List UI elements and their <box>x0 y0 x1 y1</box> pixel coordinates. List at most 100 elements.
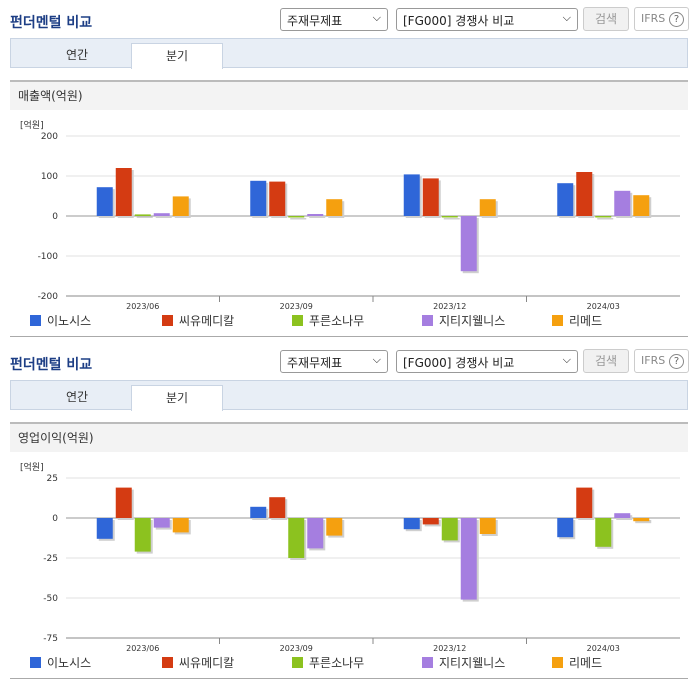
bar-4-2023-12[interactable] <box>479 518 496 534</box>
chevron-down-icon: ⌵ <box>372 11 381 24</box>
chevron-down-icon: ⌵ <box>562 353 571 366</box>
bar-0-2023-12[interactable] <box>403 174 420 216</box>
bar-3-2023-12[interactable] <box>460 216 477 272</box>
tab-quarterly[interactable]: 분기 <box>131 385 223 411</box>
x-tick-label: 2023/12 <box>433 644 466 653</box>
x-tick-label: 2023/06 <box>126 302 159 311</box>
bar-4-2023-12[interactable] <box>479 199 496 216</box>
bar-0-2024-03[interactable] <box>557 518 574 538</box>
unit-label: [억원] <box>20 463 44 473</box>
bar-4-2023-06[interactable] <box>172 196 189 216</box>
divider <box>10 678 688 679</box>
search-button[interactable]: 검색 <box>583 349 629 373</box>
bar-4-2023-06[interactable] <box>172 518 189 533</box>
bar-0-2023-06[interactable] <box>96 518 113 539</box>
bar-2-2023-06[interactable] <box>134 518 151 552</box>
x-tick-label: 2023/09 <box>280 644 313 653</box>
panel-title: 펀더멘털 비교 <box>10 357 93 373</box>
y-tick-label: -50 <box>43 594 58 604</box>
legend-item-1[interactable]: 씨유메디칼 <box>162 312 234 329</box>
bar-1-2023-12[interactable] <box>422 518 439 525</box>
ifrs-help-button[interactable]: IFRS ? <box>634 349 689 373</box>
bar-3-2023-06[interactable] <box>153 213 170 216</box>
bar-2-2023-06[interactable] <box>134 214 151 216</box>
bar-4-2023-09[interactable] <box>326 518 343 536</box>
legend-item-4[interactable]: 리메드 <box>552 654 602 671</box>
legend-label: 이노시스 <box>47 314 92 328</box>
bar-shadow <box>309 216 326 218</box>
legend-swatch <box>422 657 433 668</box>
legend-label: 이노시스 <box>47 656 92 670</box>
tab-annual[interactable]: 연간 <box>65 48 89 62</box>
legend-label: 푸른소나무 <box>309 656 365 670</box>
legend-label: 씨유메디칼 <box>179 314 235 328</box>
tab-quarterly[interactable]: 분기 <box>131 43 223 69</box>
legend-swatch <box>30 657 41 668</box>
bar-0-2023-06[interactable] <box>96 187 113 216</box>
bar-0-2023-09[interactable] <box>250 506 267 518</box>
bar-4-2024-03[interactable] <box>633 518 650 522</box>
ifrs-label: IFRS <box>641 12 666 25</box>
bar-3-2024-03[interactable] <box>614 190 631 216</box>
bar-1-2023-09[interactable] <box>269 181 286 216</box>
bar-1-2024-03[interactable] <box>576 487 593 518</box>
legend-item-0[interactable]: 이노시스 <box>30 312 91 329</box>
statement-select[interactable]: 주재무제표 ⌵ <box>280 350 388 373</box>
help-icon: ? <box>669 354 684 369</box>
bar-2-2024-03[interactable] <box>595 518 612 547</box>
ifrs-help-button[interactable]: IFRS ? <box>634 7 689 31</box>
bar-2-2023-12[interactable] <box>441 216 458 218</box>
y-tick-label: 25 <box>47 474 58 484</box>
legend-item-4[interactable]: 리메드 <box>552 312 602 329</box>
legend-item-3[interactable]: 지티지웰니스 <box>422 654 505 671</box>
bar-1-2023-06[interactable] <box>115 168 132 216</box>
y-tick-label: 200 <box>41 132 58 142</box>
legend-label: 리메드 <box>569 656 603 670</box>
bar-0-2023-12[interactable] <box>403 518 420 530</box>
fundamental-comparison-panel-sales: 펀더멘털 비교 주재무제표 ⌵ [FG000] 경쟁사 비교 ⌵ 검색 IFRS… <box>0 0 696 337</box>
legend-swatch <box>292 315 303 326</box>
bar-1-2024-03[interactable] <box>576 172 593 216</box>
legend-item-0[interactable]: 이노시스 <box>30 654 91 671</box>
bar-3-2023-06[interactable] <box>153 518 170 528</box>
bar-3-2023-09[interactable] <box>307 214 324 216</box>
bar-2-2024-03[interactable] <box>595 216 612 218</box>
legend-swatch <box>422 315 433 326</box>
bar-3-2023-12[interactable] <box>460 518 477 600</box>
help-icon: ? <box>669 12 684 27</box>
panel-header: 펀더멘털 비교 주재무제표 ⌵ [FG000] 경쟁사 비교 ⌵ 검색 IFRS… <box>0 0 696 38</box>
legend-item-2[interactable]: 푸른소나무 <box>292 654 364 671</box>
bar-1-2023-09[interactable] <box>269 497 286 518</box>
bar-2-2023-12[interactable] <box>441 518 458 541</box>
bar-4-2023-09[interactable] <box>326 199 343 216</box>
bar-0-2024-03[interactable] <box>557 183 574 216</box>
bar-1-2023-12[interactable] <box>422 178 439 216</box>
legend-item-1[interactable]: 씨유메디칼 <box>162 654 234 671</box>
bar-2-2023-09[interactable] <box>288 518 305 558</box>
legend-label: 지티지웰니스 <box>439 656 506 670</box>
compare-select[interactable]: [FG000] 경쟁사 비교 ⌵ <box>396 350 578 373</box>
x-tick-label: 2024/03 <box>587 302 620 311</box>
bar-3-2023-09[interactable] <box>307 518 324 549</box>
compare-select[interactable]: [FG000] 경쟁사 비교 ⌵ <box>396 8 578 31</box>
unit-label: [억원] <box>20 121 44 131</box>
legend-label: 지티지웰니스 <box>439 314 506 328</box>
legend-item-2[interactable]: 푸른소나무 <box>292 312 364 329</box>
bar-2-2023-09[interactable] <box>288 216 305 218</box>
y-tick-label: -25 <box>43 554 58 564</box>
chart-legend: 이노시스 씨유메디칼 푸른소나무 지티지웰니스 리메드 <box>30 654 690 672</box>
bar-0-2023-09[interactable] <box>250 180 267 216</box>
bar-3-2024-03[interactable] <box>614 513 631 518</box>
search-button[interactable]: 검색 <box>583 7 629 31</box>
compare-select-value: [FG000] 경쟁사 비교 <box>403 356 515 370</box>
legend-item-3[interactable]: 지티지웰니스 <box>422 312 505 329</box>
bar-shadow <box>597 218 614 220</box>
bar-4-2024-03[interactable] <box>633 195 650 216</box>
x-tick-label: 2023/12 <box>433 302 466 311</box>
legend-label: 푸른소나무 <box>309 314 365 328</box>
metric-title: 영업이익(억원) <box>10 422 688 452</box>
bar-1-2023-06[interactable] <box>115 487 132 518</box>
y-tick-label: 0 <box>52 212 58 222</box>
statement-select[interactable]: 주재무제표 ⌵ <box>280 8 388 31</box>
tab-annual[interactable]: 연간 <box>65 390 89 404</box>
